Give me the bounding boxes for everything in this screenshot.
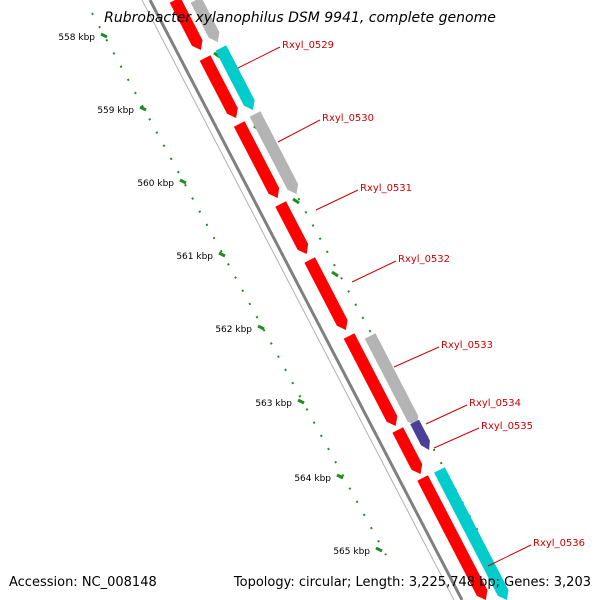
tick-label: 564 kbp <box>294 474 331 484</box>
map-title: Rubrobacter xylanophilus DSM 9941, compl… <box>104 10 496 26</box>
gene-leader-line <box>487 544 532 567</box>
gene-label: Rxyl_0532 <box>398 254 450 265</box>
gene-arrow-grey <box>190 0 220 42</box>
gene-leader-line <box>351 260 397 283</box>
tick-mark <box>179 178 187 185</box>
tick-label: 562 kbp <box>215 325 252 335</box>
gene-leader-line <box>237 46 281 69</box>
gene-leader-line <box>425 404 468 425</box>
outer-tick-mark <box>292 197 300 205</box>
summary-text: Topology: circular; Length: 3,225,748 bp… <box>233 575 591 590</box>
tick-mark <box>139 105 147 112</box>
gene-arrow-forward <box>417 475 488 600</box>
gene-arrow-forward <box>233 121 280 198</box>
gene-arrow-reverse <box>434 467 509 600</box>
gene-leader-line <box>393 346 440 368</box>
gene-arrow-forward <box>199 55 238 118</box>
tick-label: 561 kbp <box>176 252 213 262</box>
gene-arrow-forward <box>392 427 423 474</box>
gene-arrow-grey <box>249 111 299 194</box>
gene-label: Rxyl_0529 <box>282 40 334 51</box>
backbone-inner <box>141 0 455 600</box>
gene-arrow-reverse <box>215 45 255 111</box>
gene-arrow-forward <box>343 333 398 426</box>
gene-label: Rxyl_0531 <box>360 183 412 194</box>
gene-leader-line <box>315 189 359 211</box>
gene-label: Rxyl_0533 <box>441 340 493 351</box>
backbone-outer <box>148 0 464 600</box>
tick-label: 558 kbp <box>58 33 95 43</box>
gene-arrow-forward <box>275 201 309 254</box>
tick-mark <box>218 251 226 258</box>
tick-mark <box>297 398 305 405</box>
gene-label: Rxyl_0535 <box>481 421 533 432</box>
tick-label: 563 kbp <box>255 399 292 409</box>
tick-mark <box>100 32 108 39</box>
gene-arrow-forward <box>169 0 203 50</box>
tick-mark <box>257 324 265 331</box>
tick-label: 560 kbp <box>137 179 174 189</box>
tick-label: 559 kbp <box>97 106 134 116</box>
tick-mark <box>336 473 344 480</box>
gene-arrow-small <box>410 419 430 450</box>
accession-text: Accession: NC_008148 <box>9 575 157 590</box>
gene-arrow-grey <box>364 333 419 426</box>
gene-leader-line <box>277 119 321 143</box>
tick-label: 565 kbp <box>333 547 370 557</box>
gene-label: Rxyl_0536 <box>533 538 585 549</box>
tick-mark <box>375 546 383 553</box>
gene-label: Rxyl_0534 <box>469 398 521 409</box>
gene-label: Rxyl_0530 <box>322 113 374 124</box>
gene-arrow-forward <box>304 257 348 330</box>
gene-leader-line <box>433 427 480 449</box>
outer-tick-mark <box>331 270 339 278</box>
